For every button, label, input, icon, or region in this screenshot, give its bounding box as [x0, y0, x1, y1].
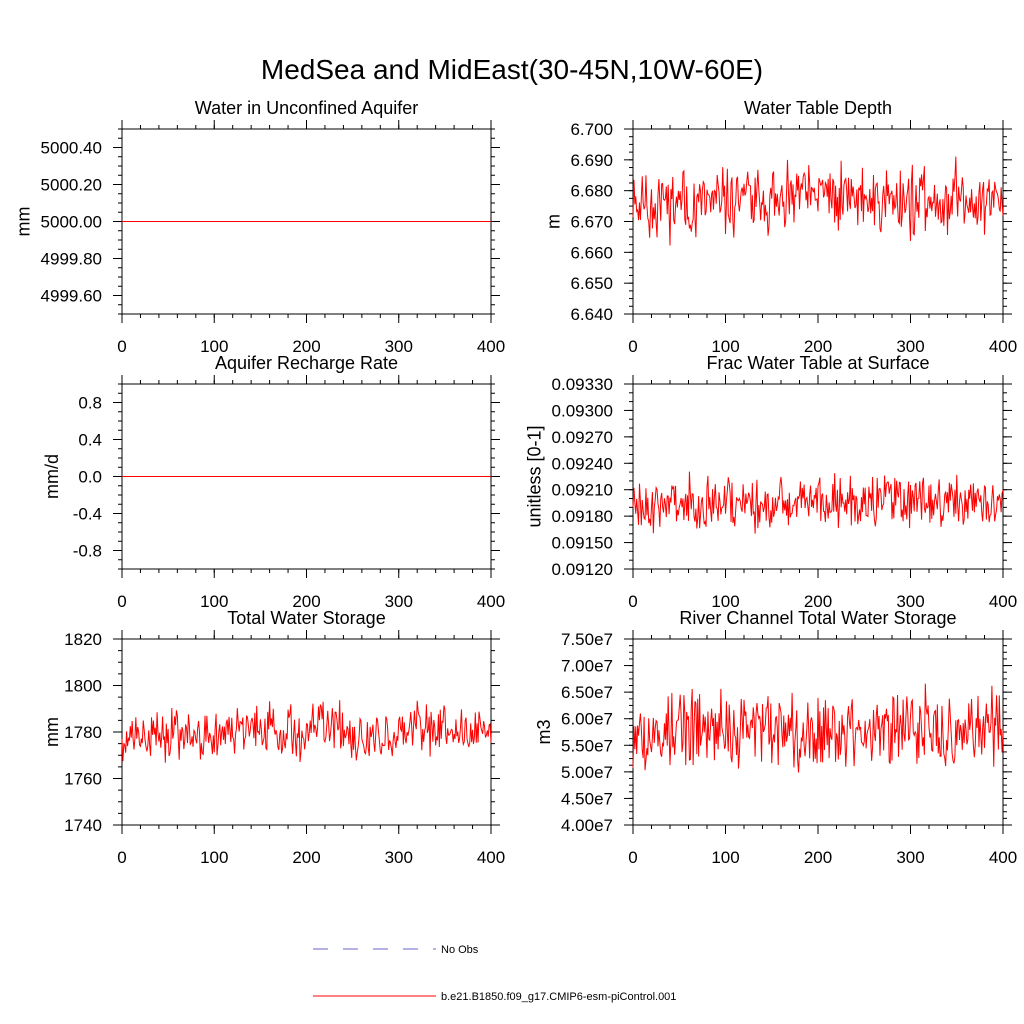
x-tick-label: 300: [385, 848, 413, 867]
plot-frame: [632, 383, 1004, 570]
y-tick-label: 0.09180: [552, 507, 613, 526]
y-axis-label: m3: [534, 719, 554, 744]
x-tick-label: 300: [385, 592, 413, 611]
x-tick-label: 100: [200, 848, 228, 867]
x-tick-label: 300: [385, 337, 413, 356]
y-tick-label: 4.00e7: [561, 816, 613, 835]
x-tick-label: 0: [117, 592, 126, 611]
y-axis-label: unitless [0-1]: [525, 425, 545, 527]
panel-title: Aquifer Recharge Rate: [215, 353, 398, 373]
series-line: [121, 700, 492, 763]
y-tick-label: 5000.00: [41, 213, 102, 232]
y-axis-label: mm: [42, 717, 62, 747]
y-tick-label: 6.700: [570, 120, 613, 139]
panel-6: River Channel Total Water Storage 4.00e7 4…: [534, 608, 1017, 867]
y-tick-label: 0.09270: [552, 428, 613, 447]
series-line: [632, 471, 1004, 534]
y-tick-label: 0.0: [78, 468, 102, 487]
x-tick-label: 300: [896, 337, 924, 356]
y-tick-label: 5000.20: [41, 176, 102, 195]
y-tick-label: 6.00e7: [561, 710, 613, 729]
y-tick-label: 4.50e7: [561, 789, 613, 808]
y-tick-label: 4999.80: [41, 250, 102, 269]
y-tick-label: 5000.40: [41, 139, 102, 158]
x-tick-label: 400: [989, 337, 1017, 356]
y-tick-label: -0.4: [73, 505, 102, 524]
y-tick-label: 0.09150: [552, 534, 613, 553]
y-tick-label: 6.50e7: [561, 683, 613, 702]
y-tick-label: 1760: [64, 770, 102, 789]
y-tick-label: 5.00e7: [561, 763, 613, 782]
y-axis-label: mm/d: [42, 454, 62, 499]
x-tick-label: 200: [804, 337, 832, 356]
panel-2: Water Table Depth 6.640 6.650 6.660 6.670 6.6…: [544, 98, 1018, 356]
x-tick-label: 0: [628, 848, 637, 867]
panel-3: Aquifer Recharge Rate -0.8 -0.4 0.0 0.4 0.8 0 1…: [42, 353, 505, 611]
y-tick-label: 0.09120: [552, 560, 613, 579]
x-tick-label: 200: [804, 848, 832, 867]
y-axis-label: mm: [14, 207, 34, 237]
x-tick-label: 100: [711, 592, 739, 611]
y-tick-label: 6.650: [570, 274, 613, 293]
x-tick-label: 0: [117, 848, 126, 867]
x-tick-label: 400: [477, 337, 505, 356]
y-tick-label: 0.4: [78, 431, 102, 450]
y-tick-label: 5.50e7: [561, 736, 613, 755]
panel-5: Total Water Storage 1740 1760 1780 1800 1820 0…: [42, 608, 505, 867]
y-tick-label: 1740: [64, 816, 102, 835]
x-tick-label: 400: [477, 848, 505, 867]
figure-title: MedSea and MidEast(30-45N,10W-60E): [261, 54, 763, 85]
x-tick-label: 0: [628, 337, 637, 356]
legend-model-label: b.e21.B1850.f09_g17.CMIP6-esm-piControl.…: [441, 991, 676, 1003]
legend-obs-label: No Obs: [441, 944, 479, 956]
panel-title: Water Table Depth: [744, 98, 892, 118]
y-tick-label: 0.8: [78, 394, 102, 413]
x-tick-label: 200: [804, 592, 832, 611]
x-tick-label: 300: [896, 848, 924, 867]
series-line: [632, 683, 1004, 773]
panel-title: Water in Unconfined Aquifer: [195, 98, 418, 118]
panel-4: Frac Water Table at Surface 0.09120 0.0915…: [525, 353, 1018, 611]
x-tick-label: 200: [292, 592, 320, 611]
x-tick-label: 200: [292, 848, 320, 867]
x-tick-label: 100: [711, 848, 739, 867]
y-tick-label: -0.8: [73, 542, 102, 561]
y-tick-label: 1780: [64, 723, 102, 742]
y-tick-label: 7.00e7: [561, 657, 613, 676]
y-tick-label: 0.09330: [552, 375, 613, 394]
panel-title: Total Water Storage: [227, 608, 385, 628]
series-line: [632, 156, 1004, 246]
panel-title: Frac Water Table at Surface: [706, 353, 929, 373]
x-tick-label: 0: [117, 337, 126, 356]
y-tick-label: 0.09210: [552, 481, 613, 500]
x-tick-label: 100: [711, 337, 739, 356]
y-tick-label: 6.640: [570, 305, 613, 324]
x-tick-label: 100: [200, 592, 228, 611]
panel-title: River Channel Total Water Storage: [679, 608, 956, 628]
panel-1: Water in Unconfined Aquifer 4999.60 4999.8…: [14, 98, 506, 356]
y-tick-label: 6.670: [570, 213, 613, 232]
y-tick-label: 0.09240: [552, 454, 613, 473]
y-tick-label: 1820: [64, 630, 102, 649]
x-tick-label: 400: [477, 592, 505, 611]
x-tick-label: 400: [989, 848, 1017, 867]
y-tick-label: 4999.60: [41, 287, 102, 306]
y-tick-label: 6.690: [570, 151, 613, 170]
legend: No Obs b.e21.B1850.f09_g17.CMIP6-esm-piC…: [313, 944, 676, 1003]
y-tick-label: 7.50e7: [561, 630, 613, 649]
y-tick-label: 6.680: [570, 182, 613, 201]
y-tick-label: 1800: [64, 677, 102, 696]
y-tick-label: 6.660: [570, 243, 613, 262]
x-tick-label: 200: [292, 337, 320, 356]
x-tick-label: 300: [896, 592, 924, 611]
panels: Water in Unconfined Aquifer 4999.60 4999.8…: [14, 98, 1018, 867]
y-axis-label: m: [544, 214, 564, 229]
x-tick-label: 100: [200, 337, 228, 356]
y-tick-label: 0.09300: [552, 401, 613, 420]
x-tick-label: 400: [989, 592, 1017, 611]
x-tick-label: 0: [628, 592, 637, 611]
